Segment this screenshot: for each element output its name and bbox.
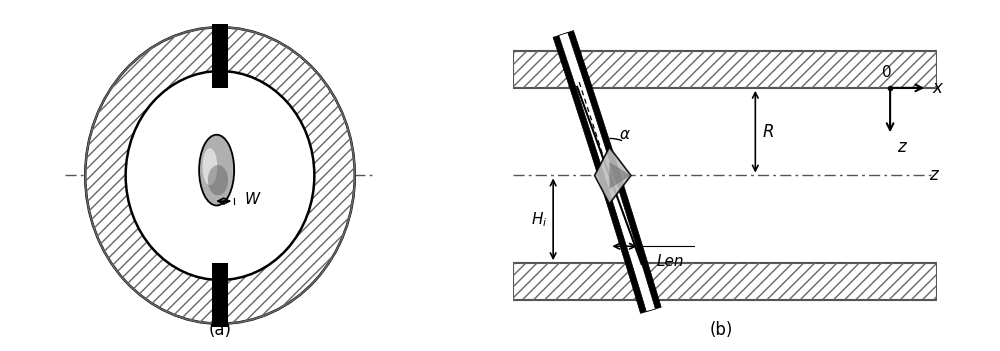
Text: x: x (933, 79, 942, 97)
Polygon shape (595, 147, 631, 204)
Ellipse shape (208, 165, 228, 196)
Polygon shape (609, 162, 631, 189)
Bar (513, 263, 937, 300)
Bar (212, 263, 228, 327)
Polygon shape (559, 33, 655, 312)
Text: W: W (245, 192, 260, 207)
Text: Len: Len (657, 254, 684, 269)
Text: (b): (b) (710, 320, 733, 339)
Bar (513, 51, 937, 88)
Ellipse shape (85, 27, 355, 324)
Text: z: z (929, 166, 938, 185)
Ellipse shape (126, 71, 314, 280)
Ellipse shape (202, 148, 217, 185)
Ellipse shape (199, 135, 234, 205)
Polygon shape (553, 31, 661, 313)
Bar (513, 51, 937, 88)
Text: 0: 0 (882, 65, 892, 80)
Bar (212, 24, 228, 88)
Bar (513, 263, 937, 300)
Text: R: R (762, 123, 774, 141)
Text: α: α (619, 127, 629, 142)
Text: z: z (897, 138, 906, 157)
Text: $H_i$: $H_i$ (531, 210, 548, 229)
Text: (a): (a) (208, 320, 231, 339)
